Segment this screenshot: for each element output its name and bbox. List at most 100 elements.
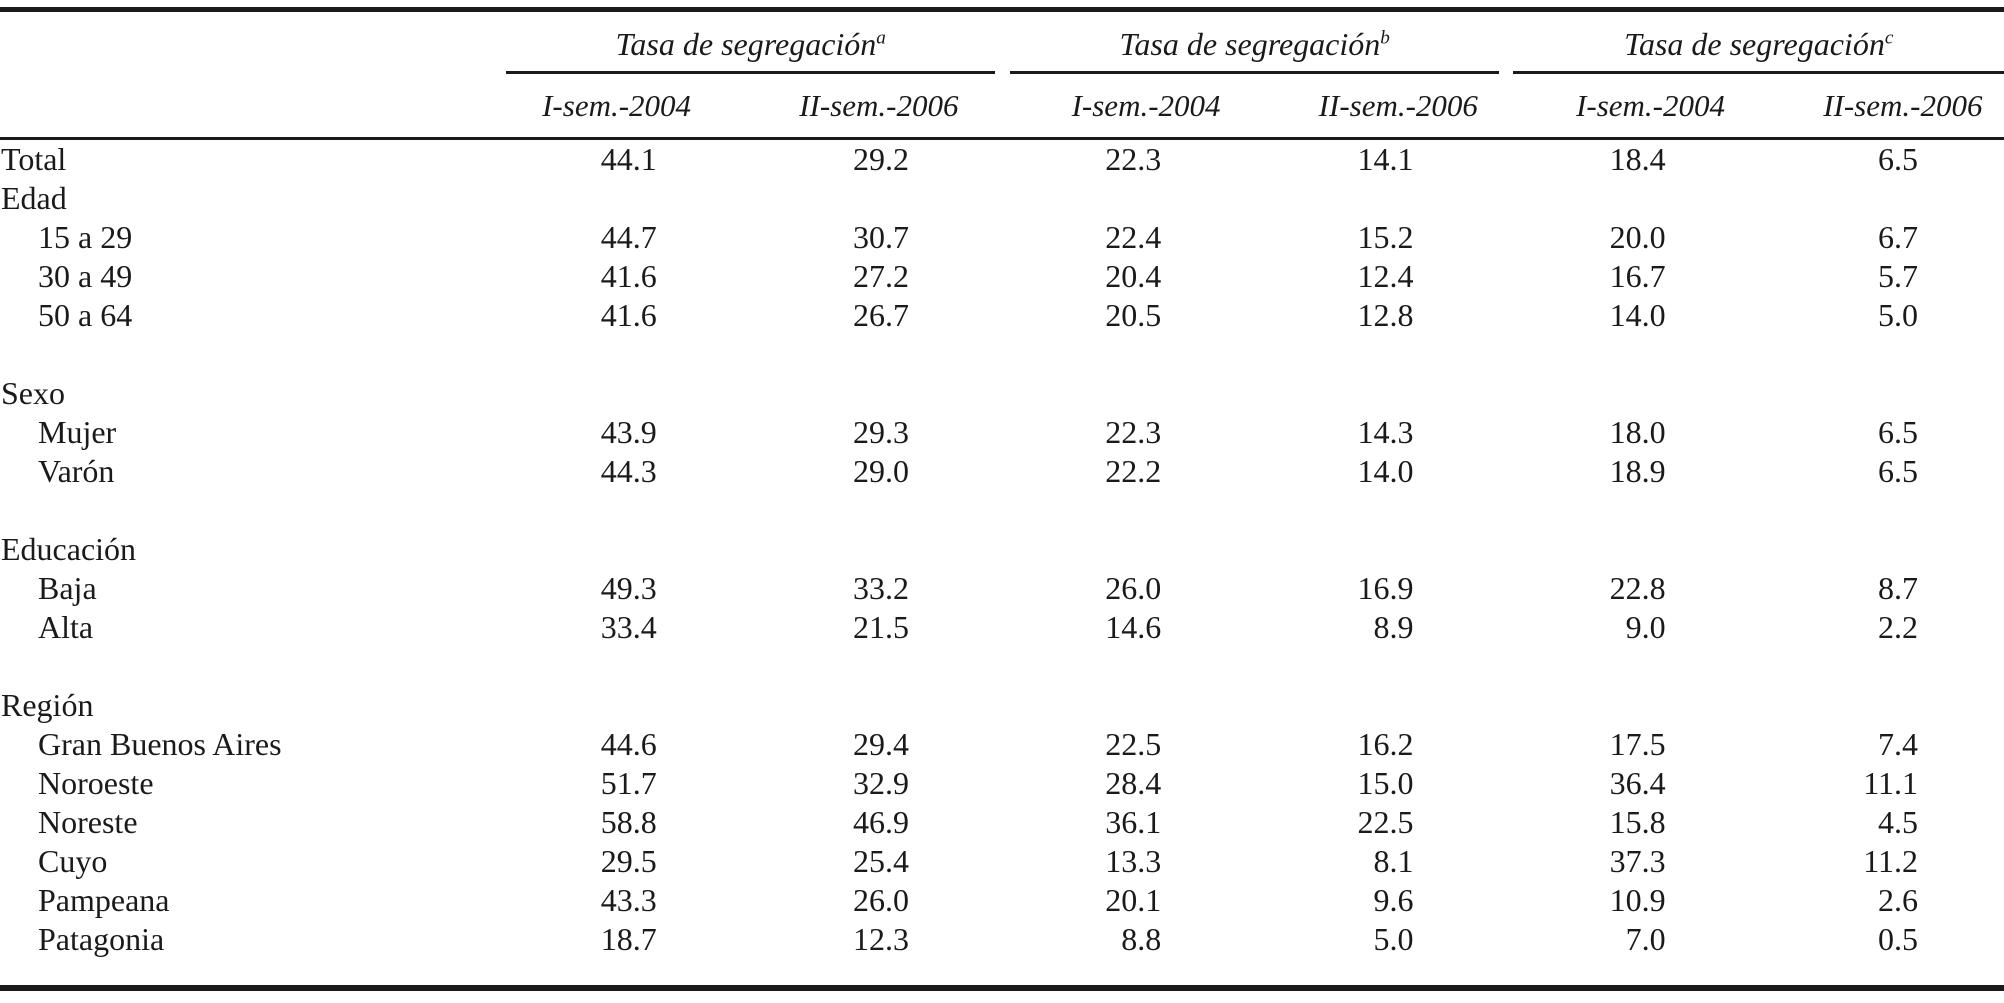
data-row: Cuyo 29.5 25.4 13.3 8.1 37.3 11.2 — [0, 842, 2004, 881]
row-label: 15 a 29 — [38, 219, 133, 255]
row-label: Alta — [38, 609, 94, 645]
cell-value: 16.2 — [1357, 726, 1414, 762]
row-label: Baja — [38, 570, 97, 606]
group-title-text: Tasa de segregación — [615, 26, 877, 62]
cell-value — [1247, 374, 1499, 413]
cell-value: 22.5 — [1357, 804, 1414, 840]
cell-value: 14.0 — [1609, 297, 1666, 333]
table-body: Total 44.1 29.2 22.3 14.1 18.4 6.5 Edad 15 a 29 4… — [0, 139, 2004, 989]
cell-value: 46.9 — [852, 804, 909, 840]
cell-value — [1247, 179, 1499, 218]
cell-value: 44.6 — [600, 726, 657, 762]
column-header: II-sem.-2006 — [1247, 74, 1500, 140]
cell-value: 26.0 — [852, 882, 909, 918]
section-row: Edad — [0, 179, 2004, 218]
cell-value: 22.3 — [1105, 141, 1162, 177]
sub-header-row: I-sem.-2004 II-sem.-2006 I-sem.-2004 II-… — [0, 74, 2004, 140]
cell-value: 28.4 — [1105, 765, 1162, 801]
cell-value: 33.2 — [852, 570, 909, 606]
table-header: Tasa de segregacióna Tasa de segregación… — [0, 10, 2004, 140]
spacer-cell — [0, 335, 2004, 374]
cell-value: 14.0 — [1357, 453, 1414, 489]
cell-value: 9.0 — [1625, 609, 1666, 645]
cell-value: 14.3 — [1357, 414, 1414, 450]
data-row: Mujer 43.9 29.3 22.3 14.3 18.0 6.5 — [0, 413, 2004, 452]
spacer-cell — [0, 959, 2004, 988]
column-group-b-title: Tasa de segregaciónb — [1009, 12, 1500, 74]
cell-value: 7.0 — [1625, 921, 1666, 957]
spacer-row — [0, 647, 2004, 686]
column-group-c-title: Tasa de segregaciónc — [1513, 12, 2004, 74]
group-title-text: Tasa de segregación — [1119, 26, 1381, 62]
cell-value: 18.9 — [1609, 453, 1666, 489]
cell-value: 29.0 — [852, 453, 909, 489]
group-header-row: Tasa de segregacióna Tasa de segregación… — [0, 10, 2004, 75]
bottom-padding-row — [0, 959, 2004, 988]
cell-value: 22.2 — [1105, 453, 1162, 489]
cell-value: 2.6 — [1878, 882, 1918, 918]
cell-value: 13.3 — [1105, 843, 1162, 879]
cell-value — [1752, 179, 2004, 218]
cell-value: 20.0 — [1609, 219, 1666, 255]
row-label: Cuyo — [38, 843, 108, 879]
cell-value: 49.3 — [600, 570, 657, 606]
cell-value — [743, 686, 995, 725]
cell-value: 5.7 — [1878, 258, 1918, 294]
cell-value: 41.6 — [600, 258, 657, 294]
row-label: 50 a 64 — [38, 297, 133, 333]
cell-value: 58.8 — [600, 804, 657, 840]
cell-value: 7.4 — [1878, 726, 1918, 762]
data-row: Noroeste 51.7 32.9 28.4 15.0 36.4 11.1 — [0, 764, 2004, 803]
data-row: 50 a 64 41.6 26.7 20.5 12.8 14.0 5.0 — [0, 296, 2004, 335]
cell-value — [490, 530, 742, 569]
cell-value: 6.5 — [1878, 414, 1918, 450]
cell-value: 30.7 — [852, 219, 909, 255]
data-row: Varón 44.3 29.0 22.2 14.0 18.9 6.5 — [0, 452, 2004, 491]
cell-value — [995, 530, 1247, 569]
cell-value: 15.2 — [1357, 219, 1414, 255]
cell-value — [743, 530, 995, 569]
column-header: I-sem.-2004 — [490, 74, 743, 140]
data-row: Patagonia 18.7 12.3 8.8 5.0 7.0 0.5 — [0, 920, 2004, 959]
stub-cell — [0, 10, 490, 75]
cell-value: 15.8 — [1609, 804, 1666, 840]
cell-value: 10.9 — [1609, 882, 1666, 918]
cell-value — [1247, 686, 1499, 725]
column-group-c: Tasa de segregaciónc — [1499, 10, 2004, 74]
cell-value — [1752, 530, 2004, 569]
column-group-a: Tasa de segregacióna — [490, 10, 995, 74]
cell-value — [995, 686, 1247, 725]
cell-value: 5.0 — [1373, 921, 1414, 957]
spacer-row — [0, 335, 2004, 374]
cell-value: 15.0 — [1357, 765, 1414, 801]
cell-value — [1752, 374, 2004, 413]
spacer-cell — [0, 647, 2004, 686]
row-label: Noroeste — [38, 765, 154, 801]
cell-value — [490, 179, 742, 218]
cell-value — [1499, 179, 1751, 218]
cell-value — [1247, 530, 1499, 569]
cell-value — [743, 179, 995, 218]
group-title-text: Tasa de segregación — [1624, 26, 1885, 62]
cell-value: 44.7 — [600, 219, 657, 255]
cell-value: 22.4 — [1105, 219, 1162, 255]
cell-value: 20.5 — [1105, 297, 1162, 333]
row-label: Mujer — [38, 414, 117, 450]
cell-value: 22.3 — [1105, 414, 1162, 450]
cell-value: 5.0 — [1878, 297, 1918, 333]
row-label: 30 a 49 — [38, 258, 133, 294]
cell-value: 36.4 — [1609, 765, 1666, 801]
cell-value: 25.4 — [852, 843, 909, 879]
row-label: Patagonia — [38, 921, 165, 957]
row-label: Total — [1, 141, 67, 177]
row-label: Gran Buenos Aires — [38, 726, 282, 762]
cell-value: 18.0 — [1609, 414, 1666, 450]
cell-value: 20.1 — [1105, 882, 1162, 918]
cell-value: 29.4 — [852, 726, 909, 762]
cell-value: 37.3 — [1609, 843, 1666, 879]
cell-value: 32.9 — [852, 765, 909, 801]
cell-value: 18.4 — [1609, 141, 1666, 177]
cell-value: 11.2 — [1863, 843, 1918, 879]
cell-value — [490, 686, 742, 725]
